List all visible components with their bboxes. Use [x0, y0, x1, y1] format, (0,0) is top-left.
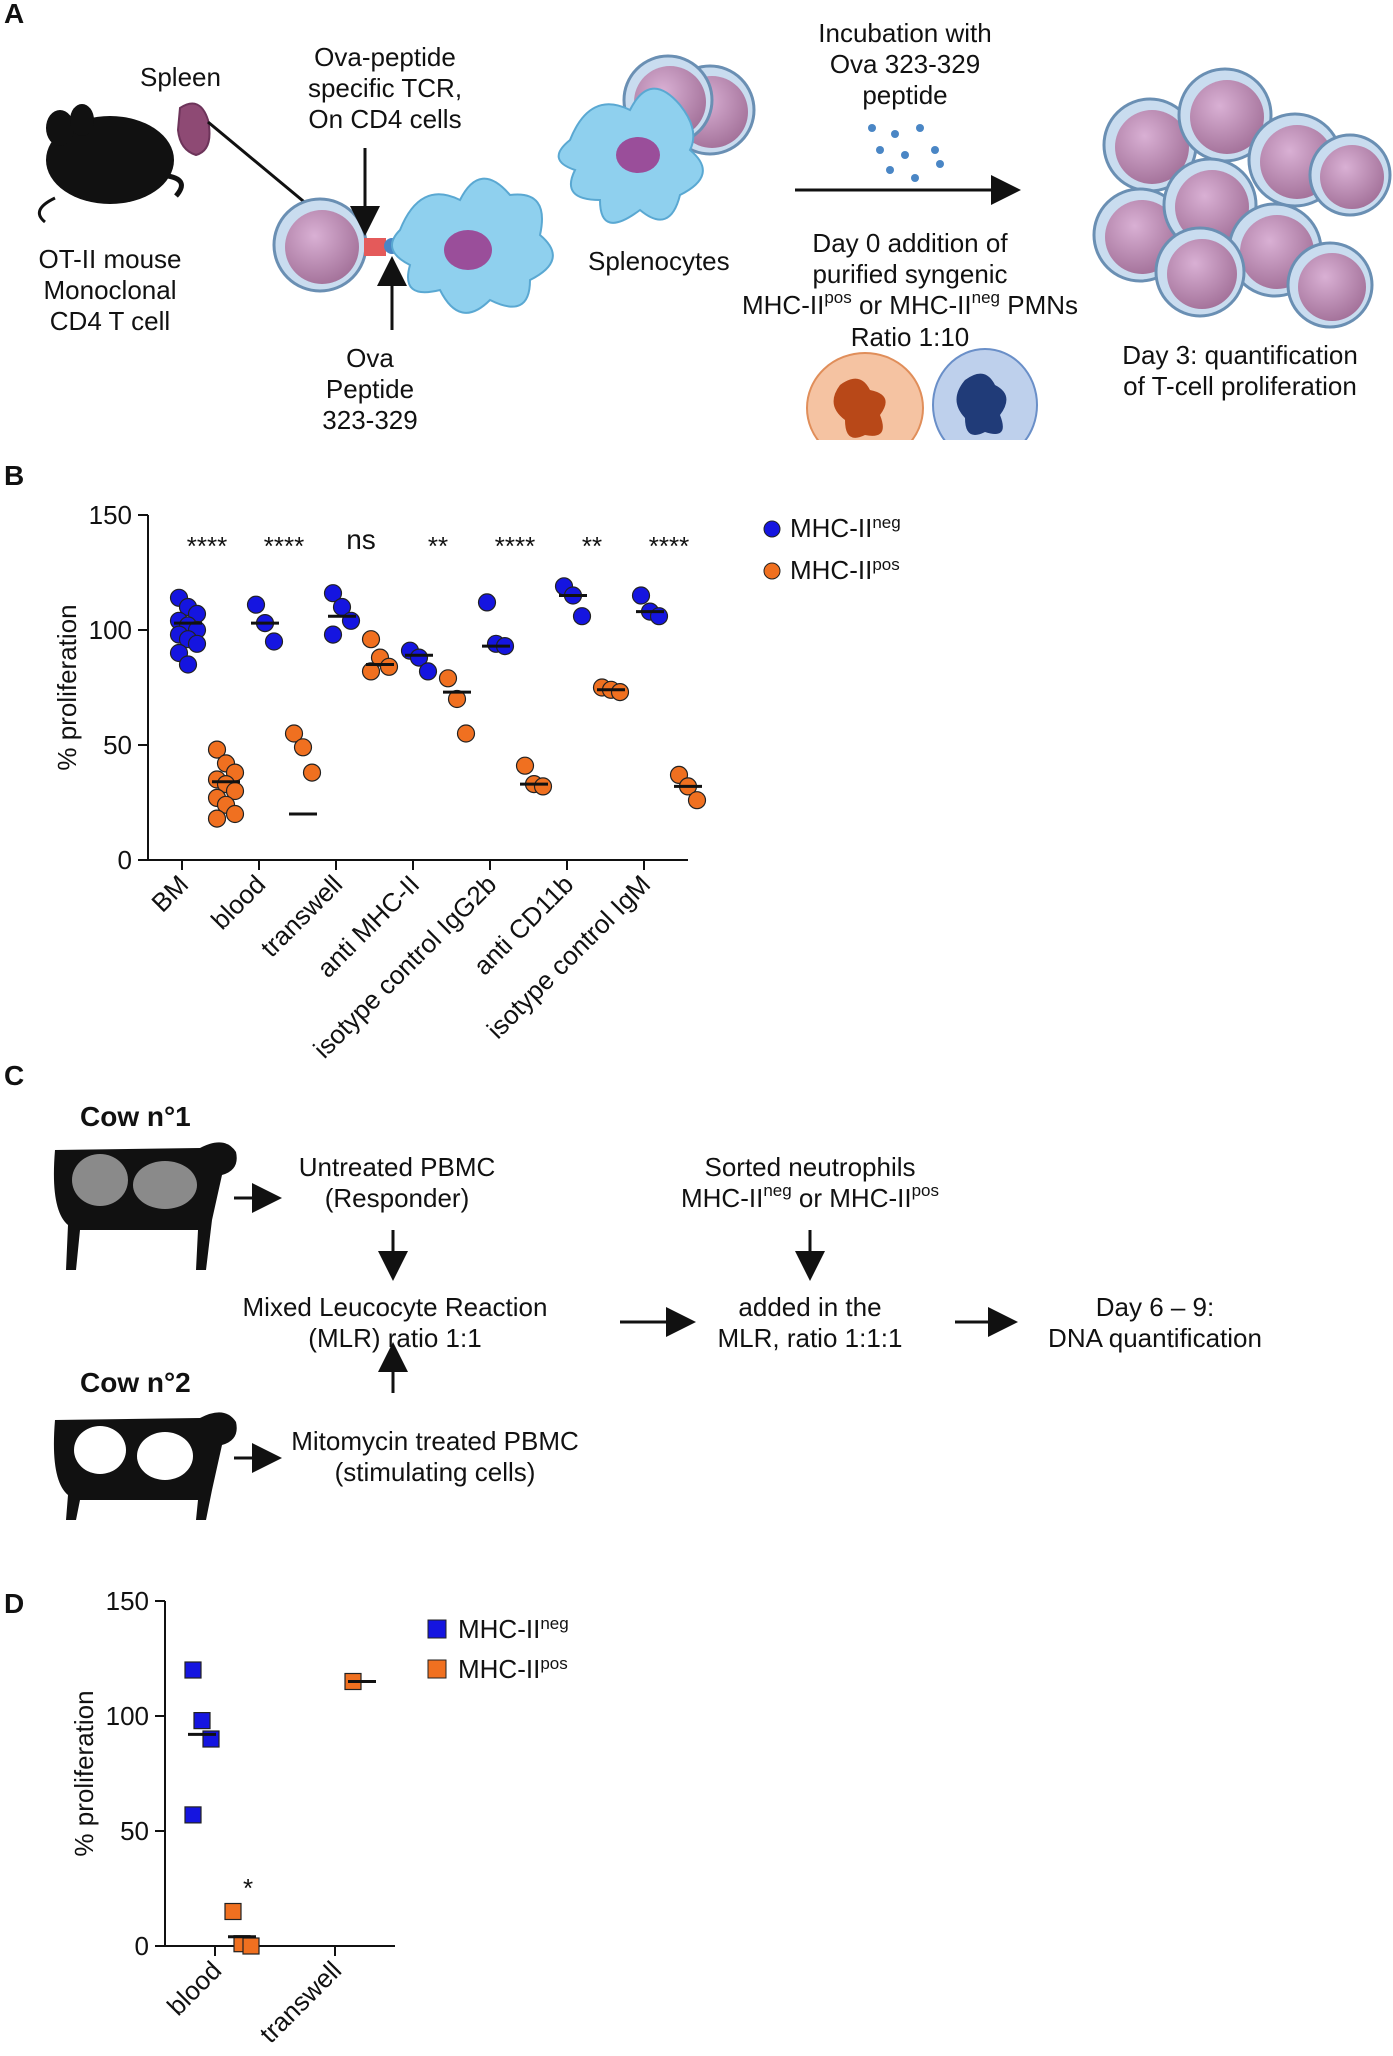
panel-c-diagram: [53, 1142, 1018, 1520]
legend-marker: [427, 1659, 447, 1679]
splenocytes-label: Splenocytes: [588, 246, 730, 276]
data-point: [438, 669, 458, 688]
mitomycin-pbmc-label: Mitomycin treated PBMC (stimulating cells…: [291, 1426, 579, 1488]
data-point: [246, 595, 266, 614]
spleen-label: Spleen: [140, 62, 221, 92]
mlr-label: Mixed Leucocyte Reaction (MLR) ratio 1:1: [242, 1292, 548, 1354]
y-tick-label: 100: [106, 1701, 149, 1731]
panel-d-chart: 0 50 100 150 % proliferation blood transwell * M…: [69, 1588, 569, 2049]
added-mlr-label: added in the MLR, ratio 1:1:1: [717, 1292, 903, 1354]
spleen-icon: [176, 102, 211, 157]
data-point: [409, 648, 429, 667]
x-tick-label: blood: [161, 1955, 227, 2021]
data-point: [456, 724, 476, 743]
data-point: [193, 1711, 211, 1730]
significance-label: ****: [649, 531, 689, 561]
cow-2-icon: [53, 1412, 237, 1520]
day0-label: Day 0 addition of purified syngenic MHC-I…: [741, 228, 1078, 352]
data-point: [361, 662, 381, 681]
data-point: [187, 634, 207, 653]
ova-peptide-label: Ova Peptide 323-329: [322, 343, 418, 436]
legend-marker: [427, 1619, 447, 1639]
day3-label: Day 3: quantification of T-cell prolifera…: [1122, 340, 1358, 402]
pmn-pos-icon: [806, 352, 924, 440]
significance-label: **: [428, 531, 448, 561]
data-point: [264, 632, 284, 651]
significance-label: *: [243, 1873, 253, 1903]
significance-label: ****: [187, 531, 227, 561]
panel-d-label: D: [4, 1588, 25, 1619]
data-point: [207, 740, 227, 759]
data-point: [361, 630, 381, 649]
legend-label: MHC-IIneg: [458, 1614, 569, 1644]
panel-a-label: A: [4, 0, 25, 29]
proliferated-cells-icon: [1092, 67, 1392, 329]
y-tick-label: 50: [103, 730, 132, 760]
legend-label: MHC-IIpos: [458, 1654, 568, 1684]
data-point: [242, 1937, 260, 1955]
legend-label: MHC-IIneg: [790, 513, 901, 543]
y-axis-label: % proliferation: [52, 604, 82, 770]
data-point: [323, 584, 343, 603]
y-axis-label: % proliferation: [69, 1690, 99, 1856]
panel-a-illustration: [37, 54, 1392, 440]
tcr-label: Ova-peptide specific TCR, On CD4 cells: [307, 42, 463, 135]
pmn-neg-icon: [932, 348, 1038, 440]
legend-marker: [763, 520, 781, 538]
data-point: [447, 689, 467, 709]
tcr-receptor: [364, 238, 386, 256]
y-tick-label: 0: [135, 1931, 149, 1961]
data-point: [293, 738, 313, 757]
data-point: [687, 791, 707, 810]
splenocytes-icon: [557, 54, 756, 224]
data-point: [323, 625, 343, 644]
panel-c-label: C: [4, 1060, 25, 1091]
data-point: [610, 683, 630, 702]
x-tick-label: BM: [145, 869, 194, 918]
data-point: [515, 756, 535, 775]
y-tick-label: 150: [106, 1588, 149, 1616]
x-tick-label: blood: [205, 869, 271, 935]
data-point: [207, 809, 227, 828]
cow-1-label: Cow n°1: [80, 1101, 191, 1132]
y-tick-label: 0: [118, 845, 132, 875]
data-point: [284, 724, 304, 743]
data-point: [184, 1661, 202, 1679]
cow-1-icon: [53, 1142, 237, 1270]
incubation-label: Incubation with Ova 323-329 peptide: [818, 18, 992, 111]
mouse-icon: [37, 104, 184, 224]
significance-label: ****: [264, 531, 304, 561]
data-point: [302, 763, 322, 782]
cow-2-label: Cow n°2: [80, 1367, 191, 1398]
significance-label: ns: [346, 524, 376, 555]
data-point: [418, 662, 438, 681]
day6-9-label: Day 6 – 9: DNA quantification: [1048, 1292, 1262, 1354]
t-cell-icon: [272, 197, 368, 293]
legend-label: MHC-IIpos: [790, 555, 900, 585]
data-point: [178, 655, 198, 674]
data-point: [184, 1806, 202, 1824]
data-point: [572, 607, 592, 626]
mouse-label: OT-II mouse Monoclonal CD4 T cell: [38, 244, 182, 337]
data-point: [533, 777, 553, 796]
data-point: [224, 1902, 242, 1921]
dendritic-cell-icon: [391, 177, 554, 314]
panel-b-label: B: [4, 460, 25, 491]
legend-marker: [763, 562, 781, 580]
significance-label: **: [582, 531, 602, 561]
y-tick-label: 150: [89, 500, 132, 530]
untreated-pbmc-label: Untreated PBMC (Responder): [298, 1152, 496, 1214]
sorted-neutrophils-label: Sorted neutrophils MHC-IIneg or MHC-IIpo…: [680, 1152, 939, 1214]
y-tick-label: 100: [89, 615, 132, 645]
data-point: [477, 593, 497, 612]
peptide-dots-icon: [868, 124, 944, 182]
y-tick-label: 50: [120, 1816, 149, 1846]
data-point: [225, 804, 245, 824]
data-point: [379, 657, 399, 676]
data-point: [631, 586, 651, 605]
x-tick-label: transwell: [253, 1955, 347, 2049]
significance-label: ****: [495, 531, 535, 561]
